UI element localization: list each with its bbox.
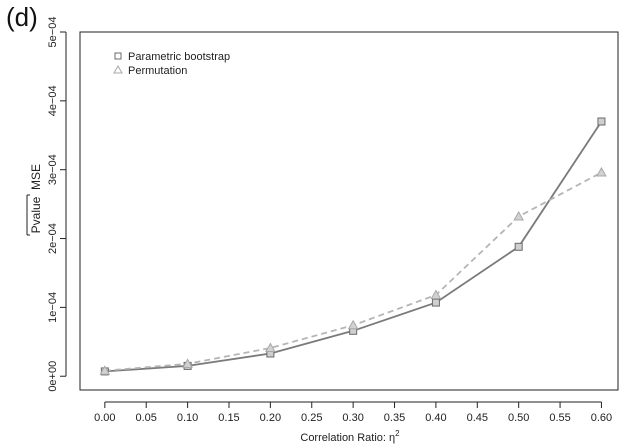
x-axis-label-text: Correlation Ratio: η: [300, 432, 395, 444]
y-tick-label: 4e−04: [47, 85, 59, 116]
series-point: [265, 342, 276, 353]
series-point: [597, 117, 606, 126]
y-axis-label-pvalue: Pvalue: [29, 196, 43, 233]
x-tick-label: 0.25: [301, 412, 322, 424]
series-point: [430, 289, 442, 299]
series-line: [104, 171, 602, 372]
y-axis-label-overline: [26, 194, 30, 236]
x-tick-label: 0.40: [425, 412, 446, 424]
y-tick-label: 0e+00: [47, 361, 59, 392]
x-tick-label: 0.60: [591, 412, 612, 424]
y-axis-label-mse: MSE: [29, 164, 43, 190]
axes: 0.00 0.05 0.10 0.15 0.20 0.25 0.30 0.35 0.40 0.45…: [47, 17, 619, 424]
x-tick-label: 0.35: [384, 412, 405, 424]
legend-square-icon: [114, 52, 122, 60]
x-axis-label: Correlation Ratio: η2: [300, 429, 400, 444]
y-axis-label: Pvalue MSE: [26, 164, 43, 236]
legend-triangle-icon: [113, 64, 123, 74]
y-tick-label: 5e−04: [47, 17, 59, 48]
x-tick-label: 0.00: [94, 412, 115, 424]
x-tick-label: 0.45: [467, 412, 488, 424]
series-point: [347, 319, 359, 330]
series-point: [514, 242, 523, 251]
plot-frame: [79, 31, 619, 391]
series-point: [596, 166, 607, 177]
series-markers: [99, 117, 607, 376]
x-tick-label: 0.05: [136, 412, 157, 424]
x-tick-label: 0.15: [218, 412, 239, 424]
x-tick-label: 0.50: [508, 412, 529, 424]
series-point: [99, 365, 111, 375]
y-tick-label: 1e−04: [47, 292, 59, 323]
x-tick-label: 0.10: [177, 412, 198, 424]
legend-label: Parametric bootstrap: [128, 51, 230, 63]
x-axis-label-superscript: 2: [395, 429, 400, 438]
series-point: [513, 210, 525, 221]
y-tick-label: 3e−04: [47, 154, 59, 185]
x-tick-label: 0.55: [549, 412, 570, 424]
legend: Parametric bootstrap Permutation: [113, 51, 230, 77]
y-tick-label: 2e−04: [47, 223, 59, 254]
series-point: [182, 358, 193, 368]
legend-label: Permutation: [128, 65, 187, 77]
x-tick-label: 0.20: [260, 412, 281, 424]
series-point: [431, 298, 440, 307]
x-tick-label: 0.30: [342, 412, 363, 424]
panel-label: (d): [6, 2, 38, 32]
